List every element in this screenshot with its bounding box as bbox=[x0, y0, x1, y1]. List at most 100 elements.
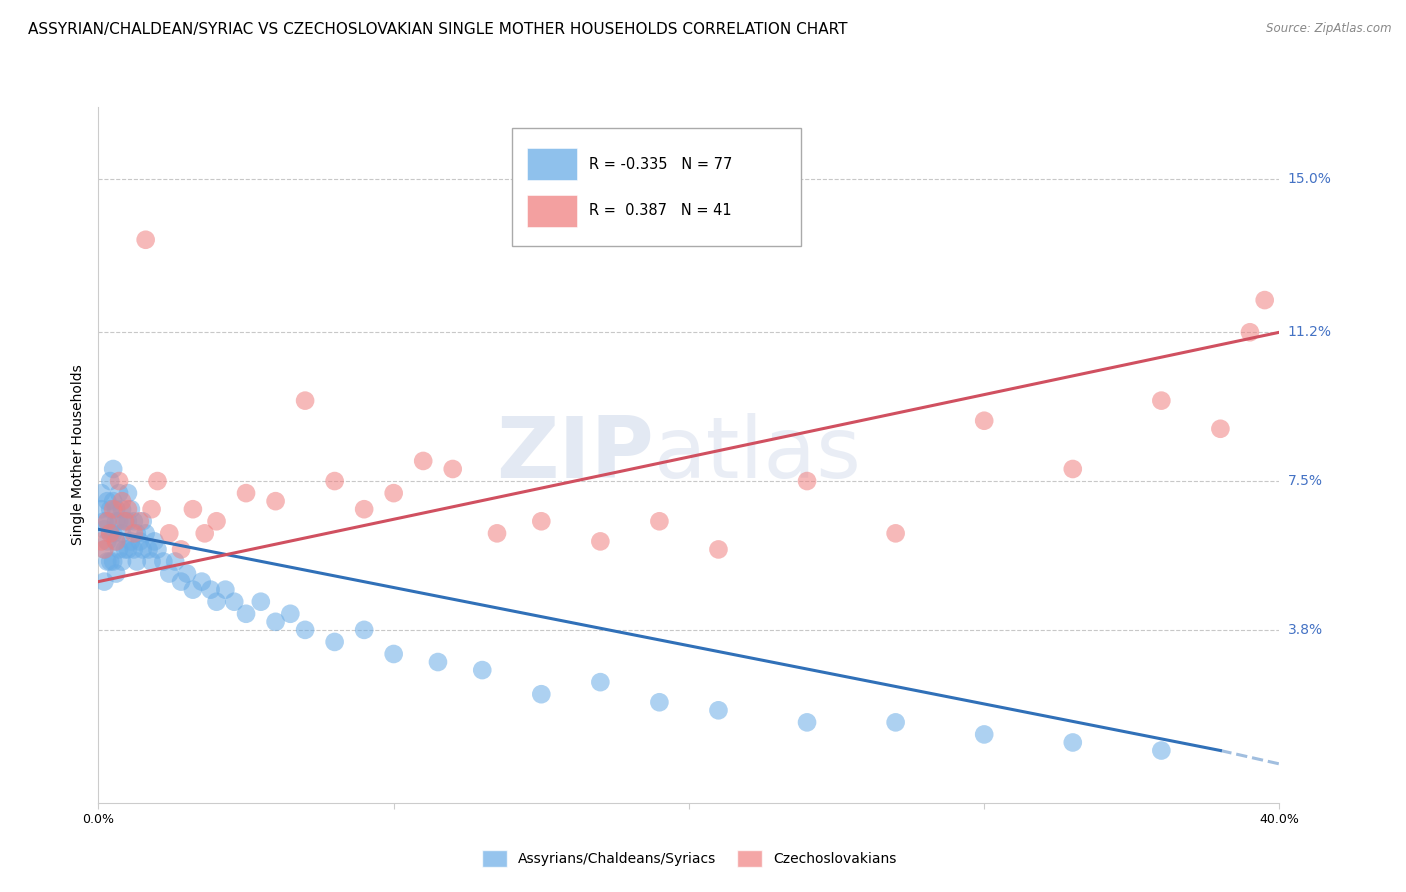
Point bbox=[122, 542, 145, 557]
Point bbox=[1254, 293, 1277, 307]
Point bbox=[108, 486, 131, 500]
Point bbox=[105, 534, 128, 549]
Point bbox=[1209, 422, 1232, 436]
Point bbox=[114, 542, 136, 557]
Point bbox=[412, 454, 434, 468]
Point bbox=[108, 474, 131, 488]
Point bbox=[176, 566, 198, 581]
Point bbox=[157, 566, 180, 581]
Text: atlas: atlas bbox=[654, 413, 862, 497]
Point bbox=[205, 595, 228, 609]
Point bbox=[90, 502, 112, 516]
Point bbox=[98, 474, 121, 488]
Point bbox=[132, 514, 155, 528]
Point bbox=[135, 526, 157, 541]
Point bbox=[141, 554, 163, 568]
Point bbox=[141, 502, 163, 516]
Point bbox=[120, 502, 142, 516]
Text: 7.5%: 7.5% bbox=[1288, 474, 1323, 488]
Point bbox=[264, 615, 287, 629]
Point bbox=[471, 663, 494, 677]
Point bbox=[114, 514, 136, 528]
Point bbox=[427, 655, 450, 669]
Point bbox=[143, 534, 166, 549]
Point bbox=[353, 623, 375, 637]
Point bbox=[214, 582, 236, 597]
Point bbox=[181, 502, 204, 516]
Point bbox=[796, 474, 818, 488]
Point bbox=[103, 554, 125, 568]
Point bbox=[441, 462, 464, 476]
Point bbox=[96, 514, 118, 528]
Point bbox=[200, 582, 222, 597]
Point bbox=[235, 486, 257, 500]
Text: 11.2%: 11.2% bbox=[1288, 326, 1331, 339]
Point bbox=[98, 526, 121, 541]
Point bbox=[103, 502, 125, 516]
Point bbox=[103, 526, 125, 541]
Point bbox=[105, 502, 128, 516]
Point bbox=[98, 554, 121, 568]
Point bbox=[146, 542, 169, 557]
Point bbox=[135, 233, 157, 247]
Point bbox=[170, 574, 193, 589]
Point bbox=[973, 414, 995, 428]
Point bbox=[96, 514, 118, 528]
Point bbox=[973, 727, 995, 741]
Point bbox=[108, 542, 131, 557]
Point bbox=[278, 607, 302, 621]
Point bbox=[323, 474, 346, 488]
Point bbox=[205, 514, 228, 528]
Text: 3.8%: 3.8% bbox=[1288, 623, 1323, 637]
Point bbox=[146, 474, 169, 488]
Point bbox=[250, 595, 273, 609]
Point bbox=[382, 486, 405, 500]
Point bbox=[117, 514, 139, 528]
Point bbox=[96, 494, 118, 508]
Point bbox=[170, 542, 193, 557]
Point bbox=[111, 554, 134, 568]
Point bbox=[648, 695, 671, 709]
Text: ZIP: ZIP bbox=[496, 413, 654, 497]
Point bbox=[1150, 393, 1173, 408]
Legend: Assyrians/Chaldeans/Syriacs, Czechoslovakians: Assyrians/Chaldeans/Syriacs, Czechoslova… bbox=[477, 845, 901, 872]
Point bbox=[93, 542, 115, 557]
Point bbox=[1062, 735, 1084, 749]
Point bbox=[90, 534, 112, 549]
Point bbox=[128, 514, 150, 528]
Point bbox=[235, 607, 257, 621]
Point bbox=[353, 502, 375, 516]
Point bbox=[122, 514, 145, 528]
Point bbox=[530, 514, 553, 528]
Point bbox=[122, 526, 145, 541]
Point bbox=[93, 574, 115, 589]
Point bbox=[1062, 462, 1084, 476]
Text: R = -0.335   N = 77: R = -0.335 N = 77 bbox=[589, 157, 733, 171]
Point bbox=[152, 554, 174, 568]
Point bbox=[108, 514, 131, 528]
Point bbox=[884, 715, 907, 730]
Point bbox=[157, 526, 180, 541]
Point bbox=[105, 534, 128, 549]
Point bbox=[117, 502, 139, 516]
Point bbox=[117, 542, 139, 557]
Point bbox=[589, 675, 612, 690]
Text: R =  0.387   N = 41: R = 0.387 N = 41 bbox=[589, 203, 731, 219]
Point bbox=[114, 514, 136, 528]
Point bbox=[707, 542, 730, 557]
Point bbox=[648, 514, 671, 528]
Text: 15.0%: 15.0% bbox=[1288, 172, 1331, 186]
Point bbox=[105, 566, 128, 581]
Point bbox=[1150, 743, 1173, 757]
Point bbox=[181, 582, 204, 597]
Point bbox=[90, 486, 112, 500]
Point bbox=[96, 554, 118, 568]
Point bbox=[191, 574, 214, 589]
Point bbox=[138, 542, 160, 557]
Point bbox=[323, 635, 346, 649]
Point bbox=[707, 703, 730, 717]
Point bbox=[294, 623, 316, 637]
Point bbox=[132, 542, 155, 557]
Point bbox=[93, 522, 115, 536]
FancyBboxPatch shape bbox=[527, 194, 576, 227]
